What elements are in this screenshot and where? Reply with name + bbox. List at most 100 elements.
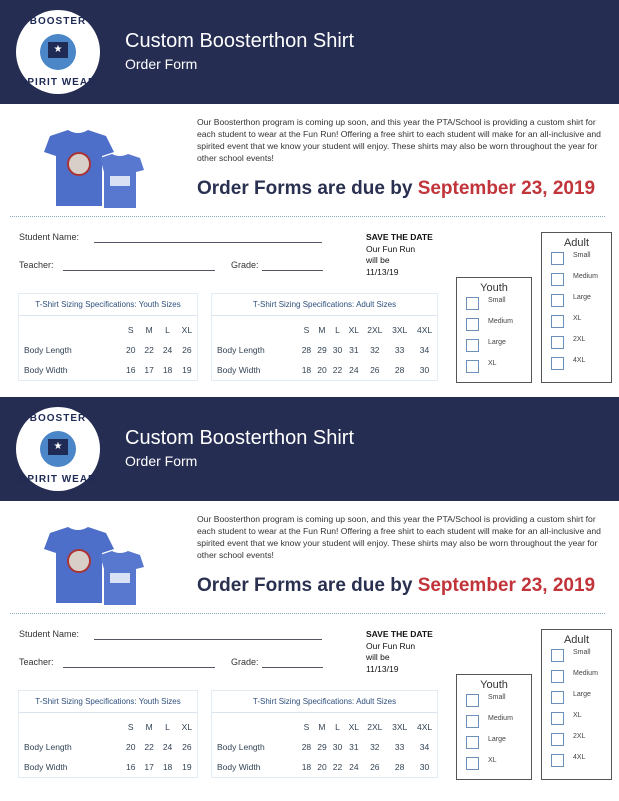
size-option[interactable]: Medium <box>457 315 531 336</box>
checkbox[interactable] <box>551 252 564 265</box>
size-option-label: Large <box>573 294 591 301</box>
table-row: Body Length 20 22 24 26 <box>19 340 197 360</box>
checkbox[interactable] <box>466 297 479 310</box>
size-option[interactable]: Small <box>542 249 611 270</box>
size-option[interactable]: Small <box>457 294 531 315</box>
size-option[interactable]: 4XL <box>542 354 611 375</box>
size-header: XL <box>181 325 193 335</box>
checkbox[interactable] <box>551 754 564 767</box>
table-row: Body Length 28 29 30 31 32 33 34 <box>212 340 437 360</box>
table-cell: 20 <box>317 365 327 375</box>
student-name-label: Student Name: <box>19 232 80 242</box>
table-title: T-Shirt Sizing Specifications: Adult Siz… <box>212 294 437 316</box>
divider <box>10 613 605 614</box>
save-heading: SAVE THE DATE <box>366 232 433 242</box>
size-option[interactable]: XL <box>542 312 611 333</box>
table-cell: 20 <box>126 742 136 752</box>
table-cell: 28 <box>394 762 405 772</box>
flag-star-icon: ★ <box>48 42 68 58</box>
adult-title: Adult <box>563 634 590 646</box>
size-option[interactable]: XL <box>457 357 531 378</box>
save-the-date: SAVE THE DATE Our Fun Run will be 11/13/… <box>366 232 433 278</box>
checkbox[interactable] <box>466 360 479 373</box>
size-header: XL <box>348 325 360 335</box>
checkbox[interactable] <box>551 670 564 683</box>
save-text: will be <box>366 255 390 265</box>
size-option[interactable]: Medium <box>457 712 531 733</box>
booster-spirit-wear-logo: BOOSTER ★ SPIRIT WEAR <box>16 407 100 491</box>
table-cell: 30 <box>419 762 430 772</box>
intro-paragraph: Our Boosterthon program is coming up soo… <box>197 514 601 560</box>
checkbox[interactable] <box>551 273 564 286</box>
teacher-field[interactable] <box>63 656 215 668</box>
table-cell: Body Length <box>24 742 72 752</box>
table-cell: 28 <box>301 345 312 355</box>
size-header: S <box>303 325 310 335</box>
save-text: Our Fun Run <box>366 243 416 254</box>
student-name-field[interactable] <box>94 628 322 640</box>
size-option-label: Small <box>573 252 591 259</box>
table-cell: 30 <box>332 742 343 752</box>
checkbox[interactable] <box>551 712 564 725</box>
checkbox[interactable] <box>466 736 479 749</box>
save-date: 11/13/19 <box>366 266 399 277</box>
size-option[interactable]: XL <box>457 754 531 775</box>
size-option[interactable]: Medium <box>542 667 611 688</box>
table-title: T-Shirt Sizing Specifications: Youth Siz… <box>19 294 197 316</box>
order-form: BOOSTER ★ SPIRIT WEAR Custom Boosterthon… <box>0 0 619 398</box>
size-option[interactable]: Small <box>457 691 531 712</box>
page-subtitle: Order Form <box>125 453 198 469</box>
grade-field[interactable] <box>262 259 323 271</box>
due-date-heading: Order Forms are due by September 23, 201… <box>197 178 595 200</box>
header-banner: BOOSTER ★ SPIRIT WEAR Custom Boosterthon… <box>0 0 619 104</box>
checkbox[interactable] <box>551 691 564 704</box>
size-option-label: Medium <box>488 318 513 325</box>
size-option[interactable]: 2XL <box>542 333 611 354</box>
size-header: S <box>303 722 310 732</box>
size-option-label: XL <box>573 712 582 719</box>
size-option[interactable]: Small <box>542 646 611 667</box>
checkbox[interactable] <box>551 649 564 662</box>
grade-field[interactable] <box>262 656 323 668</box>
size-option[interactable]: Large <box>542 291 611 312</box>
checkbox[interactable] <box>551 357 564 370</box>
size-option-label: XL <box>488 757 497 764</box>
checkbox[interactable] <box>551 315 564 328</box>
size-option[interactable]: Medium <box>542 270 611 291</box>
size-option[interactable]: 4XL <box>542 751 611 772</box>
size-option-label: XL <box>573 315 582 322</box>
size-header <box>212 717 299 737</box>
size-option[interactable]: Large <box>457 336 531 357</box>
table-title: T-Shirt Sizing Specifications: Youth Siz… <box>19 691 197 713</box>
size-option[interactable]: Large <box>457 733 531 754</box>
size-option[interactable]: 2XL <box>542 730 611 751</box>
checkbox[interactable] <box>551 733 564 746</box>
checkbox[interactable] <box>466 757 479 770</box>
intro-paragraph: Our Boosterthon program is coming up soo… <box>197 117 601 163</box>
student-name-field[interactable] <box>94 231 322 243</box>
size-option[interactable]: Large <box>542 688 611 709</box>
table-cell: 28 <box>394 365 405 375</box>
checkbox[interactable] <box>551 336 564 349</box>
size-option-label: Medium <box>573 273 598 280</box>
logo-text: SPIRIT WEAR <box>19 77 97 88</box>
size-option[interactable]: XL <box>542 709 611 730</box>
table-row: Body Width 18 20 22 24 26 28 30 <box>212 360 437 380</box>
table-cell: 18 <box>301 762 312 772</box>
checkbox[interactable] <box>466 339 479 352</box>
logo-text: BOOSTER <box>29 413 87 424</box>
size-header: M <box>318 325 326 335</box>
size-header: L <box>335 722 340 732</box>
table-cell: 22 <box>332 365 343 375</box>
checkbox[interactable] <box>551 294 564 307</box>
teacher-field[interactable] <box>63 259 215 271</box>
checkbox[interactable] <box>466 318 479 331</box>
size-header <box>212 320 299 340</box>
table-cell: 22 <box>144 742 154 752</box>
order-form: BOOSTER ★ SPIRIT WEAR Custom Boosterthon… <box>0 397 619 795</box>
checkbox[interactable] <box>466 694 479 707</box>
table-cell: 29 <box>317 742 327 752</box>
checkbox[interactable] <box>466 715 479 728</box>
table-cell: 26 <box>182 742 192 752</box>
table-title: T-Shirt Sizing Specifications: Adult Siz… <box>212 691 437 713</box>
